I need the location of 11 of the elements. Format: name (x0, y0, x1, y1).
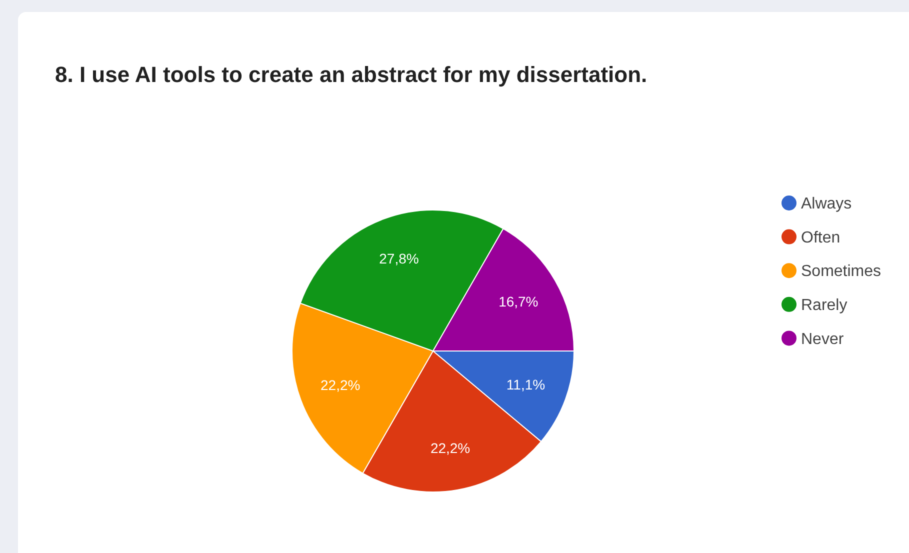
data-label: 27,8% (379, 250, 419, 266)
data-label: 16,7% (498, 293, 538, 310)
data-label: 11,1% (506, 376, 546, 393)
data-label: 22,2% (430, 440, 470, 456)
legend-label: Always (801, 196, 852, 213)
data-label: 22,2% (320, 376, 360, 393)
legend-label: Rarely (801, 297, 848, 314)
legend-label: Often (801, 229, 840, 246)
chart-title: 8. I use AI tools to create an abstract for my dissertation. (55, 62, 648, 87)
legend-label: Sometimes (801, 263, 882, 280)
legend-label: Never (801, 330, 844, 348)
